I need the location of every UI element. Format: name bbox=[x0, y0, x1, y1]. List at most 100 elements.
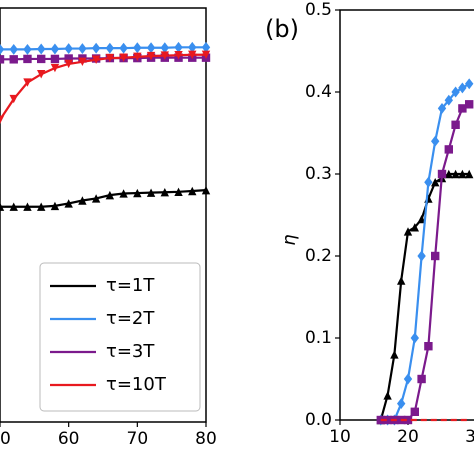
marker bbox=[119, 42, 128, 54]
marker bbox=[188, 186, 197, 196]
marker bbox=[437, 169, 447, 179]
series-line bbox=[0, 189, 207, 208]
marker bbox=[23, 54, 32, 64]
marker bbox=[410, 223, 419, 232]
marker bbox=[201, 50, 211, 59]
axes-frame bbox=[339, 9, 474, 421]
marker bbox=[390, 350, 399, 359]
marker bbox=[451, 86, 460, 98]
marker bbox=[465, 78, 474, 90]
marker bbox=[437, 102, 447, 114]
marker bbox=[91, 55, 101, 64]
marker bbox=[397, 398, 406, 410]
panel-label: (b) bbox=[265, 15, 299, 43]
marker bbox=[64, 59, 73, 69]
marker bbox=[50, 63, 60, 73]
y-tick-label: 0.1 bbox=[305, 328, 332, 348]
marker bbox=[50, 54, 60, 64]
marker bbox=[444, 145, 453, 154]
marker bbox=[458, 82, 467, 94]
marker bbox=[64, 43, 73, 55]
marker bbox=[146, 188, 156, 197]
y-tick-label: 0.3 bbox=[305, 164, 332, 184]
marker bbox=[78, 43, 87, 55]
series-line bbox=[0, 53, 206, 121]
marker bbox=[417, 214, 426, 224]
marker bbox=[105, 190, 115, 200]
marker bbox=[458, 104, 467, 113]
marker bbox=[37, 70, 46, 79]
marker bbox=[146, 51, 156, 61]
legend-box bbox=[39, 262, 201, 412]
marker bbox=[0, 43, 5, 55]
marker bbox=[64, 199, 73, 208]
marker bbox=[23, 78, 32, 87]
y-axis-label: η bbox=[279, 234, 300, 245]
marker bbox=[451, 120, 460, 129]
marker bbox=[160, 51, 169, 60]
marker bbox=[50, 43, 60, 55]
x-tick-label: 70 bbox=[127, 429, 149, 449]
marker bbox=[174, 50, 183, 60]
marker bbox=[160, 42, 169, 54]
x-tick-label: 60 bbox=[58, 429, 80, 449]
marker bbox=[174, 187, 183, 197]
marker bbox=[451, 169, 460, 179]
marker bbox=[465, 100, 474, 109]
y-tick-label: 0.2 bbox=[305, 246, 332, 266]
marker bbox=[424, 342, 433, 351]
legend: τ=1T τ=2T τ=3T τ=10T bbox=[39, 262, 201, 412]
legend-label: τ=1T bbox=[106, 275, 155, 296]
axes-frame bbox=[0, 7, 207, 423]
marker bbox=[9, 43, 18, 55]
marker bbox=[201, 41, 211, 53]
marker bbox=[133, 188, 142, 198]
marker bbox=[105, 42, 115, 54]
x-tick-label: 20 bbox=[397, 427, 419, 447]
marker bbox=[383, 415, 392, 425]
marker bbox=[403, 415, 413, 425]
marker bbox=[444, 94, 453, 106]
marker bbox=[403, 373, 413, 385]
legend-label: τ=3T bbox=[106, 341, 155, 362]
marker bbox=[23, 43, 32, 55]
marker bbox=[417, 250, 426, 262]
marker bbox=[424, 176, 433, 188]
marker bbox=[431, 135, 440, 147]
marker bbox=[133, 52, 142, 62]
series-line bbox=[380, 103, 470, 422]
marker bbox=[160, 188, 169, 197]
x-tick-label: 50 bbox=[0, 429, 11, 449]
marker bbox=[201, 185, 211, 195]
legend-label: τ=10T bbox=[106, 374, 167, 395]
marker bbox=[64, 54, 73, 63]
marker bbox=[37, 43, 46, 55]
marker bbox=[50, 201, 60, 211]
marker bbox=[410, 332, 419, 344]
x-tick-label: 10 bbox=[329, 427, 351, 447]
marker bbox=[105, 53, 115, 63]
marker bbox=[133, 42, 142, 54]
series-line bbox=[0, 46, 206, 51]
marker bbox=[431, 178, 440, 187]
marker bbox=[188, 41, 197, 53]
y-tick-label: 0.4 bbox=[305, 82, 332, 102]
marker bbox=[465, 169, 474, 179]
marker bbox=[188, 50, 197, 59]
marker bbox=[431, 251, 440, 261]
marker bbox=[9, 94, 18, 104]
marker bbox=[397, 276, 406, 285]
y-tick-label: 0.5 bbox=[305, 0, 332, 20]
x-tick-label: 80 bbox=[195, 429, 217, 449]
y-tick-label: 0.0 bbox=[305, 410, 332, 430]
marker bbox=[119, 189, 128, 198]
marker bbox=[78, 57, 87, 67]
marker bbox=[0, 115, 5, 124]
marker bbox=[9, 55, 18, 64]
marker bbox=[9, 202, 18, 211]
marker bbox=[174, 41, 183, 53]
marker bbox=[410, 407, 419, 416]
marker bbox=[23, 202, 32, 211]
marker bbox=[383, 391, 392, 400]
